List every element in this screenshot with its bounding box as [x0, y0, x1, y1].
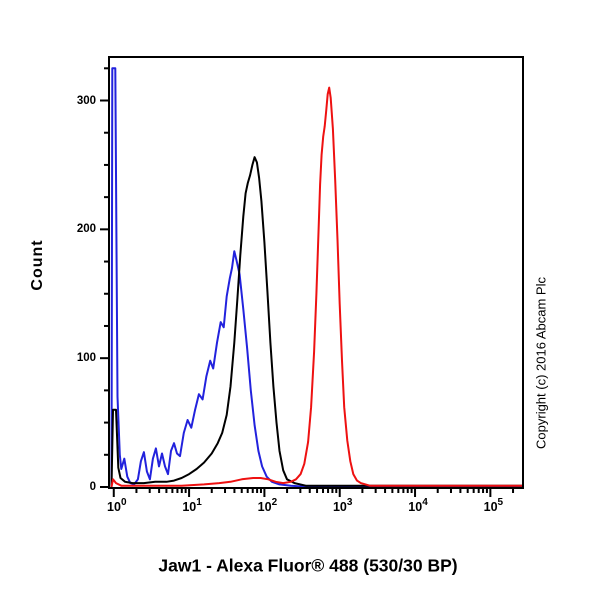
x-tick-exponent: 4	[422, 496, 428, 508]
x-tick-label-10e0: 100	[107, 496, 127, 514]
x-axis-title: Jaw1 - Alexa Fluor® 488 (530/30 BP)	[158, 555, 458, 576]
x-tick-base: 10	[483, 500, 498, 514]
histogram-curves	[110, 67, 522, 487]
x-tick-label-10e2: 102	[257, 496, 278, 514]
x-tick-exponent: 1	[196, 496, 202, 508]
x-tick-label-10e4: 104	[408, 496, 428, 514]
x-tick-base: 10	[107, 500, 121, 514]
jaw1-alexa-fluor-488-red-curve	[110, 86, 522, 487]
x-tick-label-10e1: 101	[182, 496, 202, 514]
unlabelled-control-blue-curve	[110, 67, 522, 487]
x-tick-base: 10	[182, 500, 197, 514]
y-tick-label-0: 0	[89, 481, 96, 493]
x-tick-exponent: 0	[120, 496, 127, 508]
x-tick-base: 10	[332, 500, 347, 514]
x-tick-base: 10	[257, 500, 272, 514]
y-tick-label-200: 200	[76, 223, 96, 236]
copyright-notice: Copyright (c) 2016 Abcam Plc	[533, 277, 549, 449]
axis-ticks	[100, 67, 515, 497]
x-tick-base: 10	[408, 500, 423, 514]
plot-frame	[108, 56, 524, 489]
x-tick-label-10e3: 103	[332, 496, 353, 514]
x-tick-exponent: 5	[497, 496, 504, 508]
x-tick-label-10e5: 105	[483, 496, 504, 514]
y-tick-label-300: 300	[76, 94, 96, 107]
isotype-control-black-curve	[110, 156, 522, 487]
x-tick-exponent: 3	[346, 496, 353, 508]
y-axis-title: Count	[29, 239, 46, 291]
y-tick-label-100: 100	[76, 352, 96, 365]
x-tick-exponent: 2	[271, 496, 278, 508]
